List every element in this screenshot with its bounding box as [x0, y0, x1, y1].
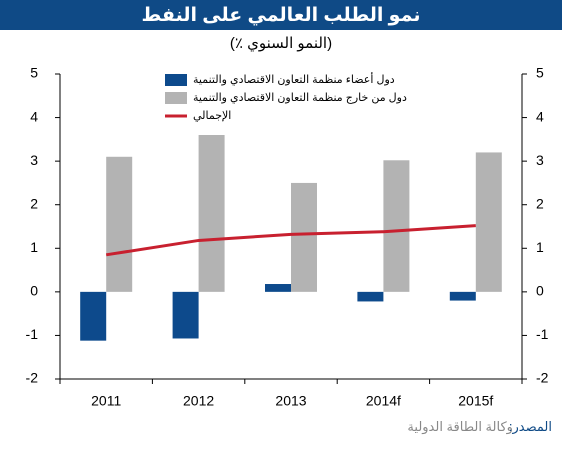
bar: [475, 152, 502, 292]
y2-tick-label: 0: [536, 283, 544, 299]
y2-tick-label: 3: [536, 152, 544, 168]
bar: [265, 284, 291, 292]
y-tick-label: 0: [30, 283, 38, 299]
y2-tick-label: -1: [536, 326, 549, 342]
y2-tick-label: -2: [536, 370, 549, 386]
y2-tick-label: 1: [536, 239, 544, 255]
y2-tick-label: 2: [536, 195, 544, 211]
legend-label: الإجمالي: [193, 110, 231, 122]
bar: [172, 291, 199, 339]
bar: [198, 135, 225, 292]
y-tick-label: -2: [26, 370, 39, 386]
source: المصدر:وكالة الطاقة الدولية: [407, 419, 552, 435]
y2-tick-label: 5: [536, 65, 544, 81]
bar: [449, 291, 476, 301]
bar: [383, 160, 410, 292]
bar: [80, 291, 107, 341]
source-text: وكالة الطاقة الدولية: [407, 419, 513, 435]
line: [105, 224, 476, 257]
y-tick-label: 3: [30, 152, 38, 168]
x-tick-label: 2013: [275, 393, 306, 409]
chart-subtitle: (٪ النمو السنوي): [230, 35, 332, 53]
legend-swatch: [165, 92, 187, 104]
x-tick-label: 2014f: [366, 393, 401, 409]
legend-swatch: [165, 74, 187, 86]
x-tick-label: 2011: [91, 393, 121, 409]
x-tick-label: 2012: [183, 393, 214, 409]
y2-tick-label: 4: [536, 108, 544, 124]
source-label: المصدر:: [509, 419, 552, 435]
bar: [357, 291, 384, 302]
legend-label: دول أعضاء منظمة التعاون الاقتصادي والتنم…: [193, 72, 395, 86]
title-bar: [0, 0, 562, 30]
x-tick-label: 2015f: [458, 393, 493, 409]
chart-title: نمو الطلب العالمي على النفط: [142, 5, 421, 26]
y-tick-label: 5: [30, 65, 38, 81]
y-tick-label: 2: [30, 195, 38, 211]
bar: [106, 156, 133, 292]
y-tick-label: -1: [26, 326, 39, 342]
legend-label: دول من خارج منظمة التعاون الاقتصادي والت…: [193, 92, 407, 104]
y-tick-label: 4: [30, 108, 38, 124]
bar: [291, 182, 317, 292]
y-tick-label: 1: [30, 239, 38, 255]
